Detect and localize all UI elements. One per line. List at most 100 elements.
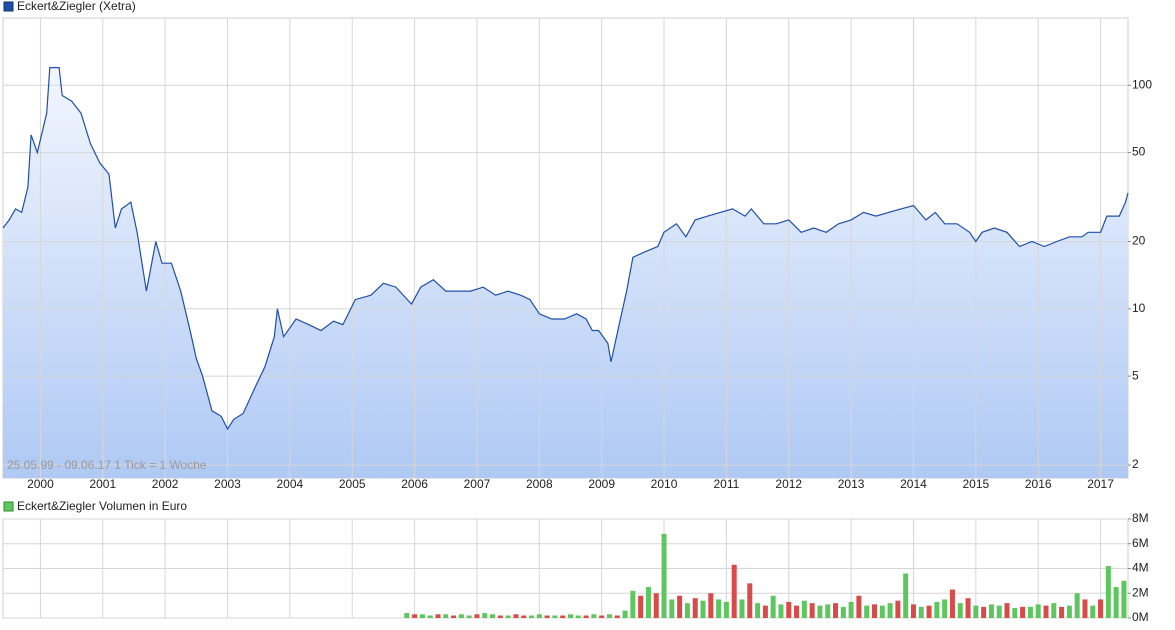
volume-bar bbox=[404, 613, 410, 618]
volume-bar bbox=[731, 564, 737, 618]
volume-bar bbox=[466, 615, 472, 618]
volume-bar bbox=[482, 613, 488, 618]
volume-bar bbox=[895, 600, 901, 618]
volume-bar bbox=[801, 600, 807, 618]
x-tick-label: 2011 bbox=[713, 477, 739, 491]
volume-bar bbox=[521, 615, 527, 618]
volume-bar bbox=[762, 605, 768, 618]
volume-bar bbox=[833, 603, 839, 618]
annotation: 25.05.99 - 09.06.17 1 Tick = 1 Woche bbox=[7, 458, 207, 472]
volume-bar bbox=[770, 595, 776, 618]
x-tick-label: 2012 bbox=[775, 477, 802, 491]
volume-bar bbox=[684, 603, 690, 618]
volume-bar bbox=[1074, 593, 1080, 618]
volume-bar bbox=[942, 599, 948, 618]
volume-bar bbox=[934, 601, 940, 618]
volume-bar bbox=[926, 605, 932, 618]
volume-bar bbox=[981, 606, 987, 618]
volume-bar bbox=[755, 603, 761, 618]
volume-bar bbox=[552, 615, 558, 618]
volume-bar bbox=[419, 614, 425, 618]
volume-bar bbox=[1059, 606, 1065, 618]
volume-bar bbox=[910, 604, 916, 618]
volume-bar bbox=[1082, 599, 1088, 618]
x-tick-label: 2015 bbox=[962, 477, 989, 491]
volume-bar bbox=[778, 604, 784, 618]
volume-bar bbox=[1004, 603, 1010, 618]
volume-bar bbox=[614, 615, 620, 618]
volume-bar bbox=[988, 604, 994, 618]
volume-bar bbox=[622, 610, 628, 618]
volume-bar bbox=[957, 603, 963, 618]
volume-bar bbox=[879, 605, 885, 618]
volume-bar bbox=[599, 615, 605, 618]
volume-bar bbox=[1012, 608, 1018, 618]
volume-bar bbox=[708, 593, 714, 618]
volume-legend-swatch bbox=[3, 501, 14, 512]
volume-bar bbox=[700, 600, 706, 618]
x-tick-label: 2000 bbox=[27, 477, 54, 491]
volume-bar bbox=[606, 614, 612, 618]
volume-bar bbox=[536, 614, 542, 618]
volume-bar bbox=[630, 590, 636, 618]
x-tick-label: 2001 bbox=[89, 477, 116, 491]
volume-bar bbox=[1066, 605, 1072, 618]
volume-bar bbox=[645, 587, 651, 618]
volume-bar bbox=[497, 615, 503, 618]
volume-bar bbox=[490, 614, 496, 618]
volume-bar bbox=[747, 583, 753, 618]
y-tick-label: 8M bbox=[1132, 511, 1149, 525]
volume-bar bbox=[1121, 580, 1127, 618]
volume-bar bbox=[513, 614, 519, 618]
volume-bar bbox=[653, 593, 659, 618]
volume-bar bbox=[412, 614, 418, 618]
volume-bar bbox=[1043, 605, 1049, 618]
volume-bar bbox=[529, 615, 535, 618]
volume-bar bbox=[575, 615, 581, 618]
y-tick-label: 4M bbox=[1132, 561, 1149, 575]
volume-bar bbox=[965, 598, 971, 618]
volume-bar bbox=[435, 614, 441, 618]
y-tick-label: 10 bbox=[1132, 301, 1146, 315]
volume-bar bbox=[840, 606, 846, 618]
volume-bar bbox=[887, 603, 893, 618]
volume-bar bbox=[474, 614, 480, 618]
volume-bar bbox=[567, 614, 573, 618]
x-tick-label: 2009 bbox=[588, 477, 615, 491]
volume-bar bbox=[1113, 587, 1119, 618]
volume-bar bbox=[723, 601, 729, 618]
volume-bar bbox=[794, 605, 800, 618]
volume-bar bbox=[544, 615, 550, 618]
volume-bar bbox=[451, 615, 457, 618]
y-tick-label: 2 bbox=[1132, 457, 1139, 471]
volume-legend: Eckert&Ziegler Volumen in Euro bbox=[17, 499, 187, 513]
volume-bar bbox=[560, 615, 566, 618]
volume-bar bbox=[1090, 605, 1096, 618]
volume-bar bbox=[739, 599, 745, 618]
volume-bar bbox=[1027, 606, 1033, 618]
x-tick-label: 2016 bbox=[1025, 477, 1052, 491]
grid bbox=[3, 18, 1128, 478]
y-tick-label: 100 bbox=[1132, 77, 1152, 91]
volume-bar bbox=[591, 614, 597, 618]
volume-bar bbox=[458, 614, 464, 618]
volume-bar bbox=[949, 589, 955, 618]
x-tick-label: 2013 bbox=[838, 477, 865, 491]
volume-bar bbox=[872, 604, 878, 618]
y-tick-label: 2M bbox=[1132, 585, 1149, 599]
x-tick-label: 2007 bbox=[464, 477, 491, 491]
volume-bar bbox=[1051, 603, 1057, 618]
volume-bar bbox=[817, 605, 823, 618]
x-tick-label: 2002 bbox=[152, 477, 179, 491]
x-tick-label: 2003 bbox=[214, 477, 241, 491]
volume-bar bbox=[583, 615, 589, 618]
volume-bar bbox=[856, 595, 862, 618]
volume-bar bbox=[505, 615, 511, 618]
volume-bar bbox=[716, 599, 722, 618]
volume-bar bbox=[1098, 599, 1104, 618]
volume-bar bbox=[443, 614, 449, 618]
volume-bar bbox=[669, 599, 675, 618]
volume-bar bbox=[1035, 604, 1041, 618]
price-line bbox=[2, 67, 1129, 431]
